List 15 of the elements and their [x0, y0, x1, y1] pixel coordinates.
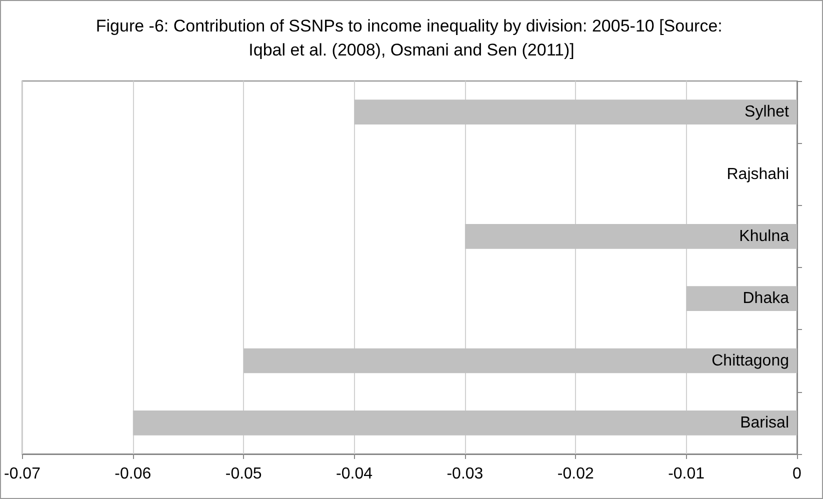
y-tick-label: Barisal: [740, 414, 789, 432]
x-tick-label: -0.05: [225, 466, 262, 482]
chart-title: Figure -6: Contribution of SSNPs to income inequality by division: 2005-10 [Source: Iqbal et al. (2008), Osmani and Sen (2011)]: [96, 16, 728, 60]
y-tick-label: Rajshahi: [726, 166, 789, 183]
y-tick-label: Khulna: [739, 228, 790, 245]
x-tick-label: -0.03: [446, 466, 484, 482]
x-tick-label: 0: [792, 466, 802, 482]
x-tick-label: -0.06: [114, 466, 152, 482]
x-tick-label: -0.02: [557, 466, 594, 482]
x-tick-label: -0.01: [668, 466, 705, 482]
y-tick-label: Chittagong: [712, 352, 789, 370]
x-tick-label: -0.04: [336, 466, 373, 482]
y-tick-label: Sylhet: [744, 104, 790, 121]
x-tick-label: -0.07: [4, 466, 41, 482]
y-tick-label: Dhaka: [742, 290, 790, 308]
